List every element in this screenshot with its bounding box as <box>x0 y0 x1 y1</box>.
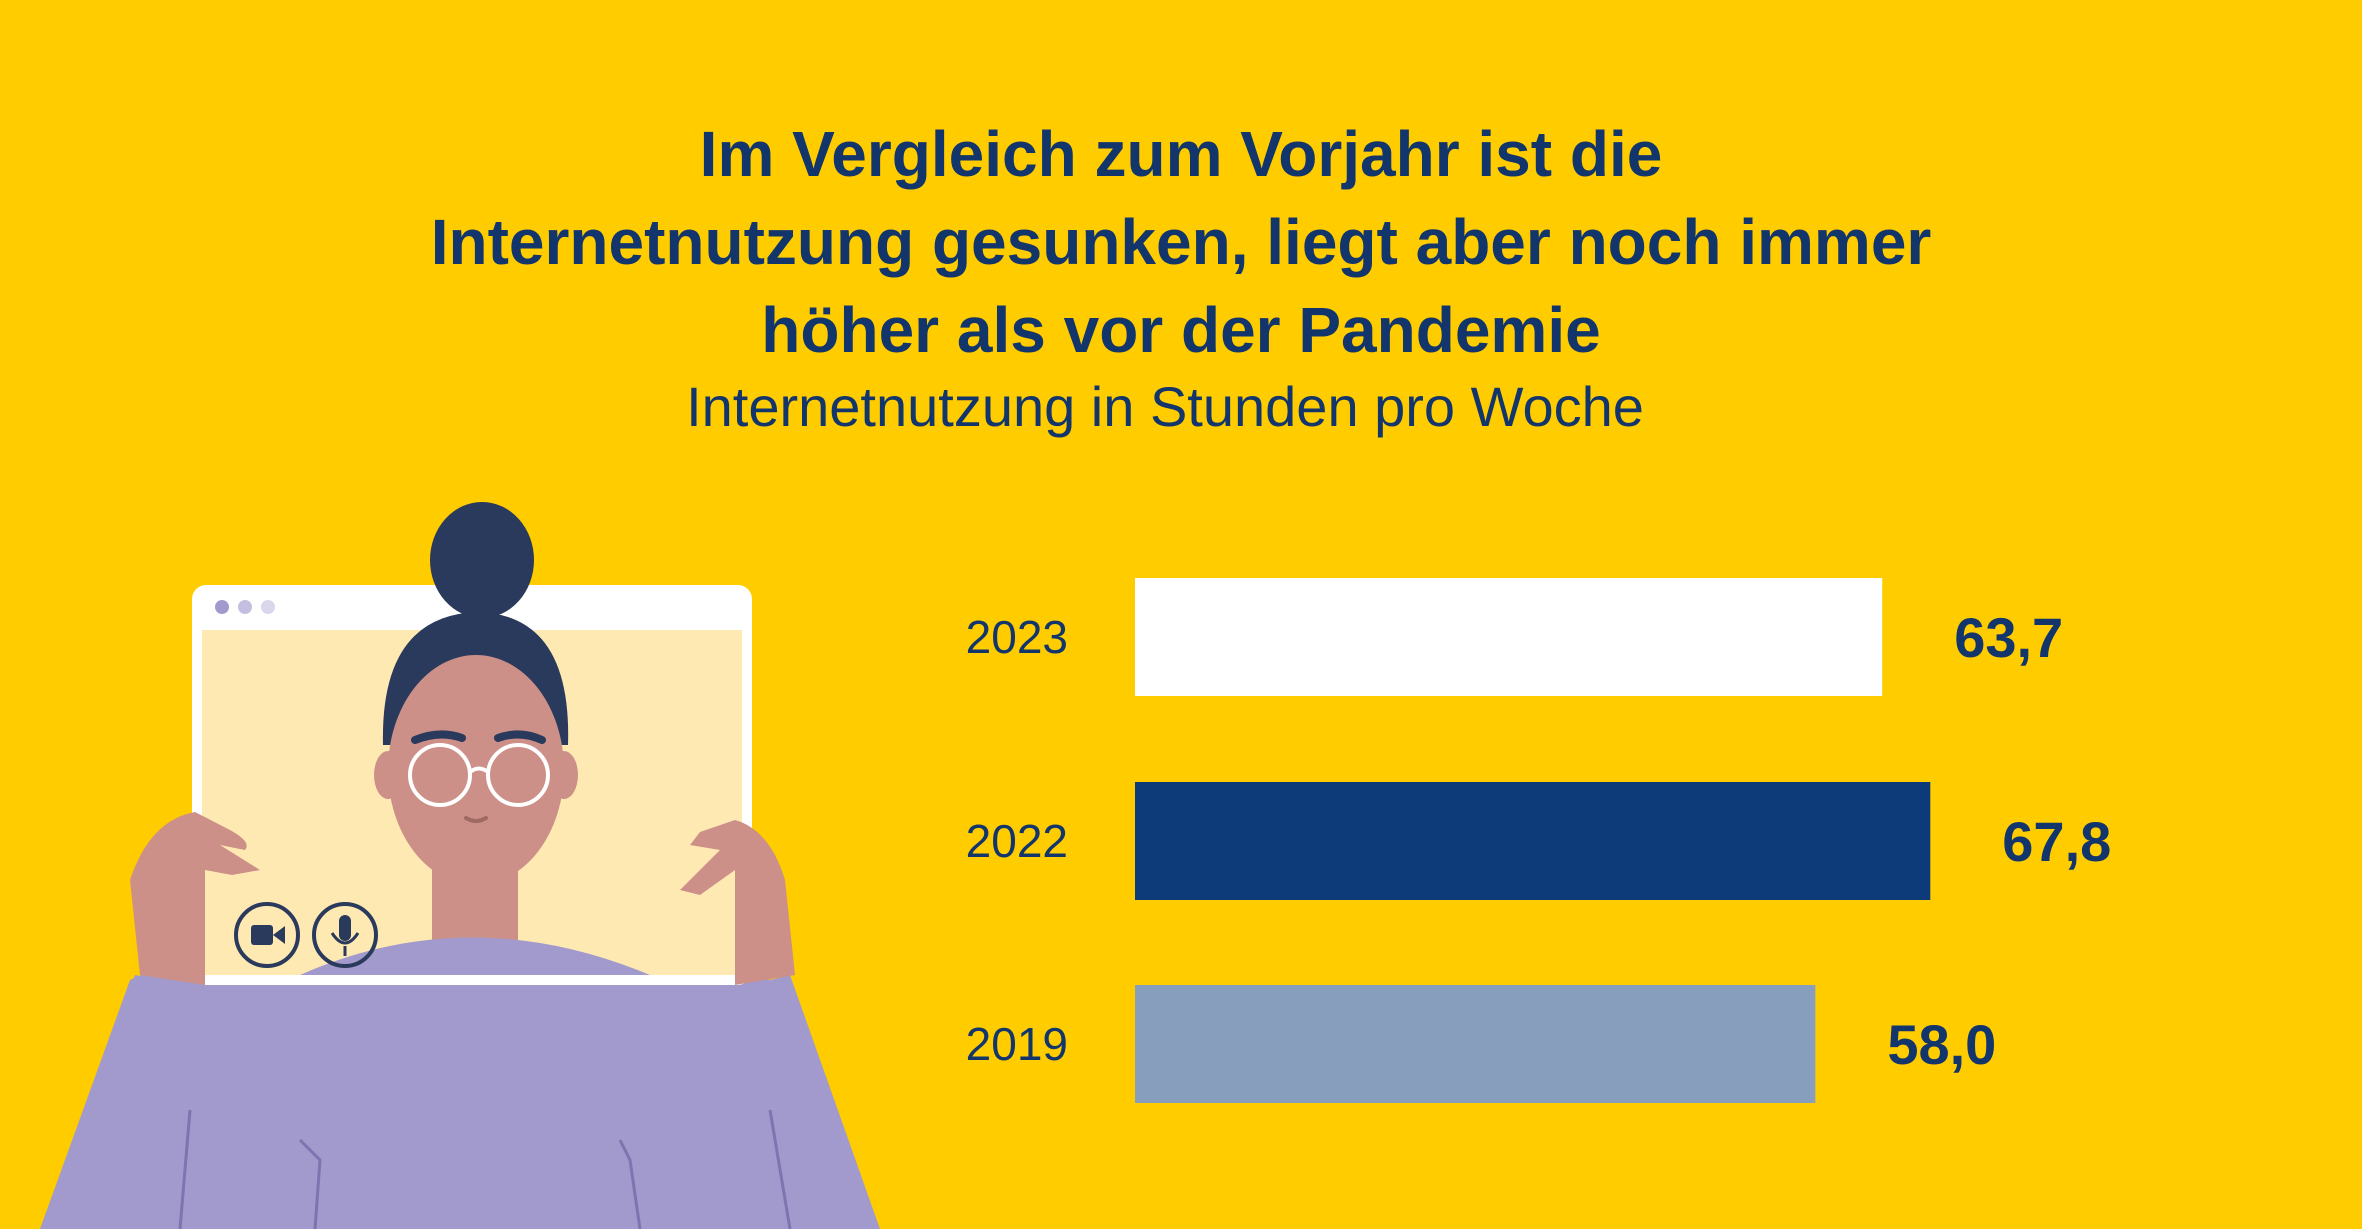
glasses-left <box>408 743 472 807</box>
title-line: höher als vor der Pandemie <box>761 294 1601 366</box>
chart-title: Im Vergleich zum Vorjahr ist die Interne… <box>0 110 2362 374</box>
value-label: 63,7 <box>1954 606 2063 669</box>
mouth <box>464 816 488 823</box>
left-ear <box>374 751 402 799</box>
bar-2023 <box>1135 578 1883 696</box>
video-call-illustration <box>40 502 880 1229</box>
right-eyebrow <box>494 730 546 744</box>
torso-sweater <box>40 927 880 1229</box>
sweater-on-screen <box>300 937 650 975</box>
window-dot-2 <box>238 600 252 614</box>
sweater-seam <box>178 1109 792 1229</box>
glasses-bridge <box>468 766 490 774</box>
category-label: 2022 <box>966 815 1068 867</box>
left-hand <box>130 812 260 985</box>
value-label: 67,8 <box>2002 810 2111 873</box>
title-line: Internetnutzung gesunken, liegt aber noc… <box>430 206 1932 278</box>
left-eyebrow <box>411 730 466 744</box>
right-hand <box>680 820 795 985</box>
window-dot-3 <box>261 600 275 614</box>
bar-2019 <box>1135 985 1816 1103</box>
bar-2022 <box>1135 782 1931 900</box>
glasses-right <box>486 743 550 807</box>
value-label: 58,0 <box>1887 1013 1996 1076</box>
hair-bun <box>430 502 534 618</box>
right-arm <box>730 975 880 1229</box>
title-line: Im Vergleich zum Vorjahr ist die <box>699 118 1663 190</box>
right-ear <box>550 751 578 799</box>
category-label: 2023 <box>966 611 1068 663</box>
microphone-icon <box>312 902 378 968</box>
window-dot-1 <box>215 600 229 614</box>
chart-subtitle: Internetnutzung in Stunden pro Woche <box>686 375 1644 438</box>
video-camera-icon <box>234 902 300 968</box>
category-label: 2019 <box>966 1018 1068 1070</box>
left-arm <box>40 975 205 1229</box>
